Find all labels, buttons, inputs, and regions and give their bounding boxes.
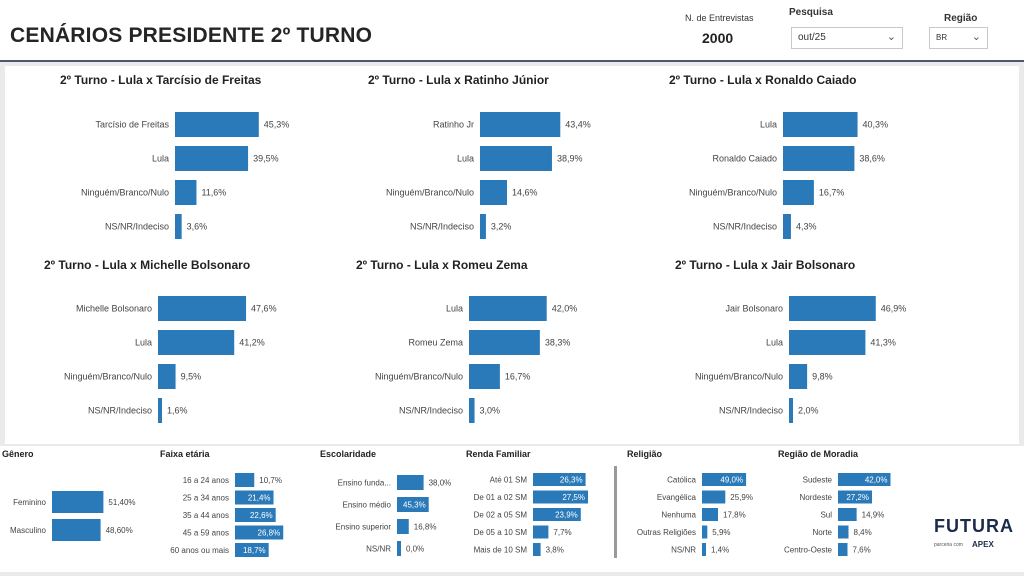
logo-partnership-text: parceria com <box>934 542 963 548</box>
header-bar: CENÁRIOS PRESIDENTE 2º TURNO N. de Entre… <box>0 0 1024 62</box>
entrevistas-label: N. de Entrevistas <box>685 13 754 23</box>
section-title-escolaridade: Escolaridade <box>320 449 377 459</box>
chevron-down-icon: ⌄ <box>886 31 896 43</box>
chart-title-ratinho: 2º Turno - Lula x Ratinho Júnior <box>368 73 549 87</box>
chart-title-michelle: 2º Turno - Lula x Michelle Bolsonaro <box>44 258 251 272</box>
chart-title-bolsonaro: 2º Turno - Lula x Jair Bolsonaro <box>675 258 856 272</box>
section-title-regiao: Região de Moradia <box>778 449 859 459</box>
pesquisa-label: Pesquisa <box>789 7 833 18</box>
section-title-faixa-etaria: Faixa etária <box>160 449 210 459</box>
regiao-label: Região <box>944 13 978 24</box>
regiao-value: BR <box>936 33 948 42</box>
demographics-panel <box>0 446 1024 572</box>
scrollbar[interactable] <box>614 466 617 558</box>
pesquisa-value: out/25 <box>798 32 826 43</box>
cenarios-panel <box>5 66 1019 444</box>
section-title-genero: Gênero <box>2 449 34 459</box>
entrevistas-value: 2000 <box>702 30 734 46</box>
page-title: CENÁRIOS PRESIDENTE 2º TURNO <box>10 24 373 47</box>
section-title-religiao: Religião <box>627 449 663 459</box>
futura-logo: FUTURA <box>934 516 1014 536</box>
chart-title-zema: 2º Turno - Lula x Romeu Zema <box>356 258 528 272</box>
apex-logo: APEX <box>972 540 994 549</box>
pesquisa-select[interactable]: out/25 ⌄ <box>791 27 903 49</box>
chevron-down-icon: ⌄ <box>971 31 981 43</box>
section-title-renda: Renda Familiar <box>466 449 531 459</box>
chart-title-caiado: 2º Turno - Lula x Ronaldo Caiado <box>669 73 857 87</box>
regiao-select[interactable]: BR ⌄ <box>929 27 988 49</box>
chart-title-tarcisio: 2º Turno - Lula x Tarcísio de Freitas <box>60 73 262 87</box>
